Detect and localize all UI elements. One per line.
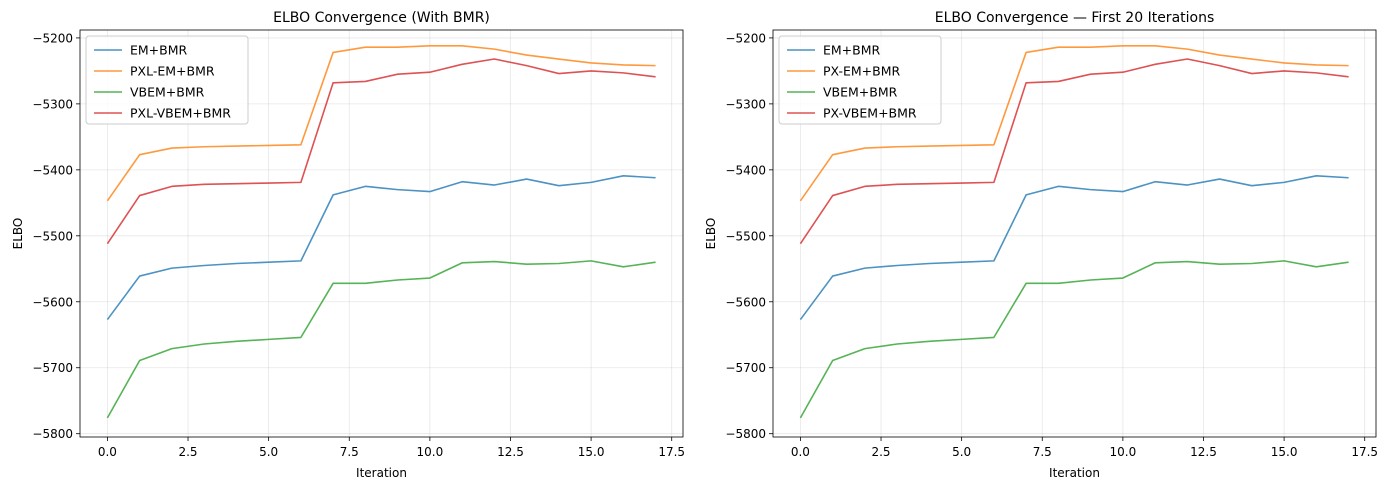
x-tick-label: 5.0 [952, 445, 971, 459]
legend-label-3: VBEM+BMR [823, 85, 898, 100]
legend-label-2: PXL-EM+BMR [130, 64, 215, 79]
legend-label-4: PXL-VBEM+BMR [130, 106, 231, 121]
y-tick-label: −5200 [725, 31, 766, 45]
legend-box [85, 35, 249, 125]
y-tick-label: −5500 [32, 229, 73, 243]
legend-label-3: VBEM+BMR [130, 85, 205, 100]
y-tick-label: −5800 [32, 427, 73, 441]
y-tick-label: −5800 [725, 427, 766, 441]
x-tick-label: 2.5 [178, 445, 197, 459]
y-tick-label: −5600 [32, 295, 73, 309]
series-line-4 [799, 58, 1349, 245]
y-tick-label: −5200 [32, 31, 73, 45]
x-tick-label: 7.5 [1033, 445, 1052, 459]
x-axis-label: Iteration [356, 466, 407, 480]
axes-frame [79, 29, 684, 438]
legend-label-4: PX-VBEM+BMR [823, 106, 917, 121]
x-tick-label: 10.0 [417, 445, 444, 459]
series-line-3 [799, 260, 1349, 419]
legend-box [778, 35, 942, 125]
x-tick-label: 7.5 [340, 445, 359, 459]
y-tick-label: −5600 [725, 295, 766, 309]
legend-label-2: PX-EM+BMR [823, 64, 901, 79]
y-tick-label: −5700 [725, 361, 766, 375]
x-tick-label: 2.5 [871, 445, 890, 459]
y-tick-label: −5400 [32, 163, 73, 177]
series-line-1 [106, 174, 656, 321]
chart-panel-2: 0.0 2.5 5.0 7.5 10.0 12.5 15.0 17.5 −5800 −5700 −5… [704, 10, 1378, 480]
chart-title: ELBO Convergence — First 20 Iterations [935, 10, 1215, 26]
y-tick-label: −5300 [725, 97, 766, 111]
x-tick-label: 12.5 [497, 445, 524, 459]
chart-panel-1: 0.0 2.5 5.0 7.5 10.0 12.5 15.0 17.5 −5800 −5700 −5… [11, 10, 685, 480]
legend: EM+BMR PXL-EM+BMR VBEM+BMR PXL-VBEM+BMR [85, 35, 249, 125]
x-tick-label: 15.0 [1271, 445, 1298, 459]
x-tick-label: 12.5 [1190, 445, 1217, 459]
series-line-2 [106, 45, 656, 202]
y-tick-label: −5700 [32, 361, 73, 375]
series-line-4 [106, 58, 656, 245]
y-tick-label: −5500 [725, 229, 766, 243]
y-axis-label: ELBO [704, 218, 718, 250]
chart-title: ELBO Convergence (With BMR) [273, 10, 490, 26]
y-axis-label: ELBO [11, 218, 25, 250]
y-tick-label: −5300 [32, 97, 73, 111]
legend-label-1: EM+BMR [130, 43, 188, 58]
legend: EM+BMR PX-EM+BMR VBEM+BMR PX-VBEM+BMR [778, 35, 942, 125]
x-tick-label: 17.5 [658, 445, 685, 459]
legend-label-1: EM+BMR [823, 43, 881, 58]
x-tick-label: 10.0 [1110, 445, 1137, 459]
x-tick-label: 5.0 [259, 445, 278, 459]
x-tick-label: 0.0 [98, 445, 117, 459]
x-tick-label: 0.0 [791, 445, 810, 459]
series-line-1 [799, 174, 1349, 321]
series-line-3 [106, 260, 656, 419]
y-tick-label: −5400 [725, 163, 766, 177]
axes-frame [772, 29, 1377, 438]
series-line-2 [799, 45, 1349, 202]
x-tick-label: 15.0 [578, 445, 605, 459]
x-axis-label: Iteration [1049, 466, 1100, 480]
x-tick-label: 17.5 [1351, 445, 1378, 459]
